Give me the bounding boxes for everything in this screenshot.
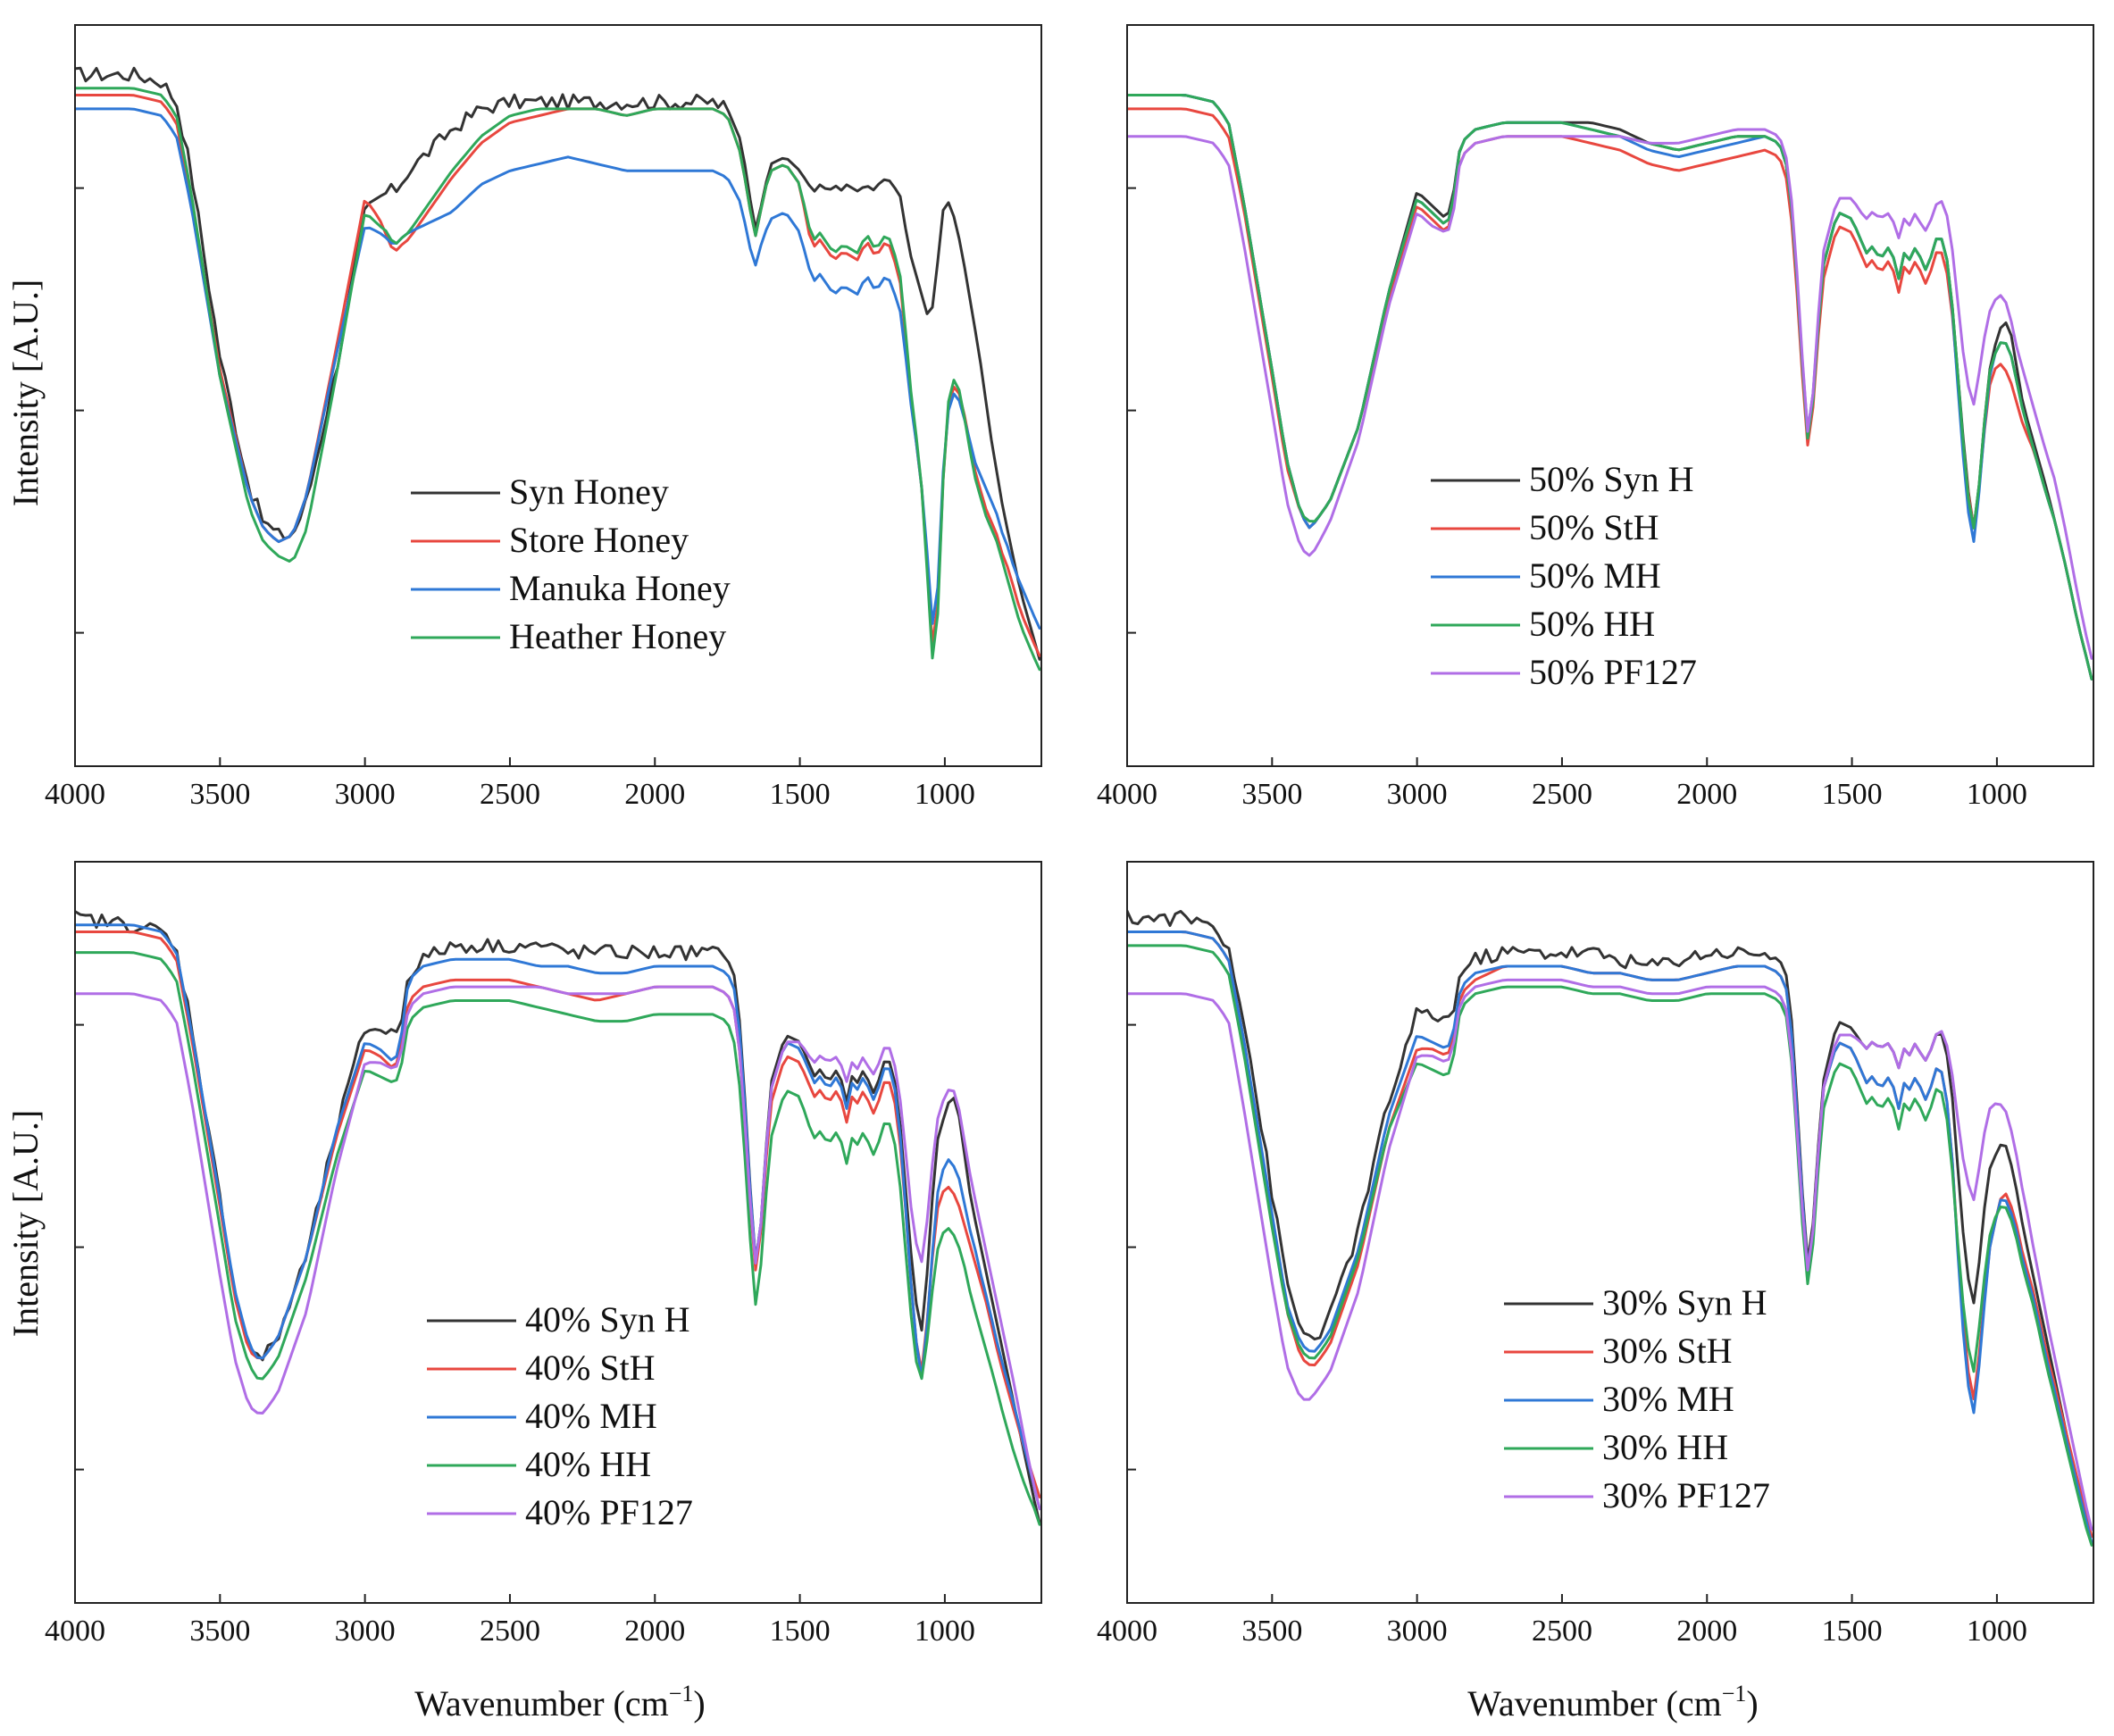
- plot-frame: [1126, 861, 2094, 1604]
- x-tick-label: 2500: [1532, 778, 1592, 811]
- x-tick-label: 4000: [1097, 1615, 1157, 1648]
- x-tick-label: 1500: [1822, 1615, 1883, 1648]
- x-tick-label: 4000: [45, 1615, 105, 1648]
- series-line-heather: [76, 87, 1040, 672]
- x-tick-label: 3000: [1387, 1615, 1448, 1648]
- x-tick-label: 1000: [915, 1615, 975, 1648]
- series-line-heather: [1128, 944, 2093, 1547]
- legend-label: 30% StH: [1602, 1331, 1733, 1371]
- series-line-manuka: [76, 923, 1040, 1511]
- x-tick-label: 3500: [189, 778, 250, 811]
- plot-frame: [74, 861, 1042, 1604]
- x-tick-label: 1500: [770, 778, 831, 811]
- legend-label: 40% MH: [525, 1396, 657, 1436]
- series-line-store: [1128, 107, 2093, 680]
- x-tick-label: 3500: [1241, 1615, 1302, 1648]
- panel-bottom-left: 4000 3500 3000 2500 2000 1500 1000 40% Syn H 40%…: [45, 861, 1042, 1648]
- series-line-pf127: [1128, 978, 2093, 1532]
- series-line-heather: [1128, 94, 2093, 680]
- legend-label: Manuka Honey: [509, 568, 731, 608]
- x-tick-label: 3000: [1387, 778, 1448, 811]
- series-line-manuka: [1128, 931, 2093, 1545]
- series-line-pf127: [76, 985, 1040, 1511]
- x-tick-label: 3500: [189, 1615, 250, 1648]
- legend-label: 40% HH: [525, 1444, 651, 1484]
- x-tick-label: 2500: [480, 1615, 540, 1648]
- x-tick-label: 2000: [1676, 1615, 1737, 1648]
- y-axis-label-bottom: Intensity [A.U.]: [5, 1110, 46, 1337]
- legend-label: 50% PF127: [1529, 652, 1697, 692]
- x-tick-label: 2000: [624, 1615, 685, 1648]
- x-tick-label: 1500: [1822, 778, 1883, 811]
- x-tick-label: 3500: [1241, 778, 1302, 811]
- x-tick-label: 4000: [1097, 778, 1157, 811]
- y-axis-label-top: Intensity [A.U.]: [5, 280, 46, 506]
- legend-label: Heather Honey: [509, 616, 726, 656]
- plot-frame: [1126, 24, 2094, 767]
- x-tick-label: 1000: [915, 778, 975, 811]
- legend-label: 50% Syn H: [1529, 459, 1693, 499]
- legend-label: 30% Syn H: [1602, 1282, 1767, 1323]
- panel-top-right: 4000 3500 3000 2500 2000 1500 1000 50% Syn H 50%…: [1097, 24, 2094, 811]
- panel-top-left: 4000 3500 3000 2500 2000 1500 1000 Syn Honey Sto…: [45, 24, 1042, 811]
- legend-label: 50% StH: [1529, 507, 1659, 547]
- x-tick-label: 2500: [1532, 1615, 1592, 1648]
- x-tick-label: 3000: [335, 1615, 396, 1648]
- series-line-heather: [76, 951, 1040, 1526]
- legend-label: 30% HH: [1602, 1427, 1728, 1467]
- plot-frame: [74, 24, 1042, 767]
- legend-label: 40% StH: [525, 1348, 656, 1388]
- legend-label: 30% PF127: [1602, 1475, 1770, 1515]
- legend-label: 40% Syn H: [525, 1299, 689, 1340]
- panel-bottom-right: 4000 3500 3000 2500 2000 1500 1000 30% Syn H 30%…: [1097, 861, 2094, 1648]
- x-tick-label: 4000: [45, 778, 105, 811]
- x-tick-label: 2500: [480, 778, 540, 811]
- legend-label: 30% MH: [1602, 1379, 1734, 1419]
- x-axis-label-left: Wavenumber (cm−1): [414, 1681, 705, 1723]
- series-line-manuka: [76, 107, 1040, 630]
- x-axis-label-right: Wavenumber (cm−1): [1467, 1681, 1758, 1723]
- legend-label: 40% PF127: [525, 1492, 693, 1532]
- legend-label: 50% HH: [1529, 604, 1655, 644]
- x-tick-label: 2000: [624, 778, 685, 811]
- legend-label: 50% MH: [1529, 555, 1661, 596]
- x-tick-label: 1500: [770, 1615, 831, 1648]
- legend-label: Syn Honey: [509, 472, 669, 512]
- legend-label: Store Honey: [509, 520, 689, 560]
- x-tick-label: 1000: [1967, 1615, 2027, 1648]
- x-tick-label: 3000: [335, 778, 396, 811]
- series-line-pf127: [1128, 128, 2093, 660]
- x-tick-label: 1000: [1967, 778, 2027, 811]
- x-tick-label: 2000: [1676, 778, 1737, 811]
